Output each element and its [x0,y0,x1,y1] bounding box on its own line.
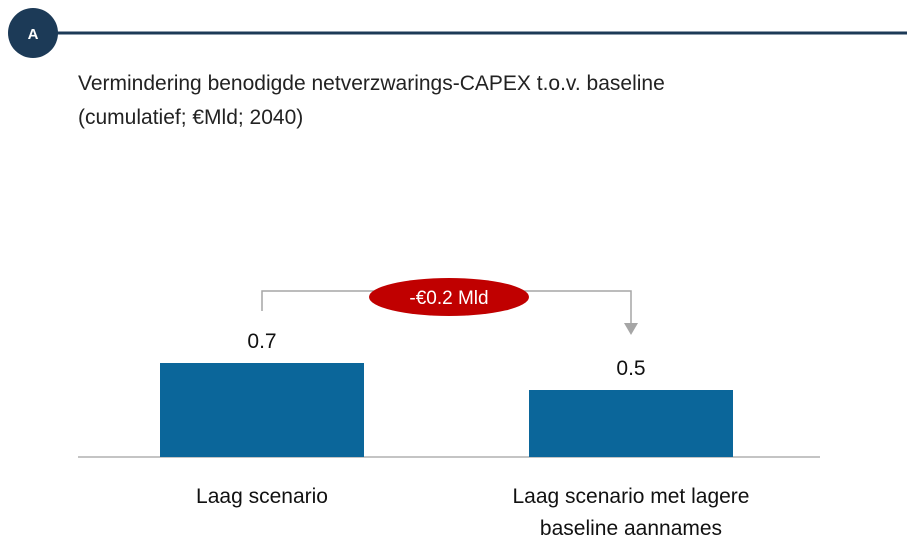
x-tick-label: Laag scenario met lagere baseline aannam… [512,485,750,540]
annotation-bubble [369,278,529,316]
annotation: -€0.2 Mld [409,288,488,309]
x-tick-label: Laag scenario [196,485,328,508]
bar [529,389,733,457]
value-label: 0.5 [616,356,646,380]
chart-title: Vermindering benodigde netverzwarings-CA… [78,72,665,95]
badge: A [28,26,39,43]
badge-circle [8,8,58,58]
bar [160,363,364,457]
arrow-head [624,323,638,335]
value-label: 0.7 [247,330,277,353]
chart-subtitle: (cumulatief; €Mld; 2040) [78,106,304,129]
